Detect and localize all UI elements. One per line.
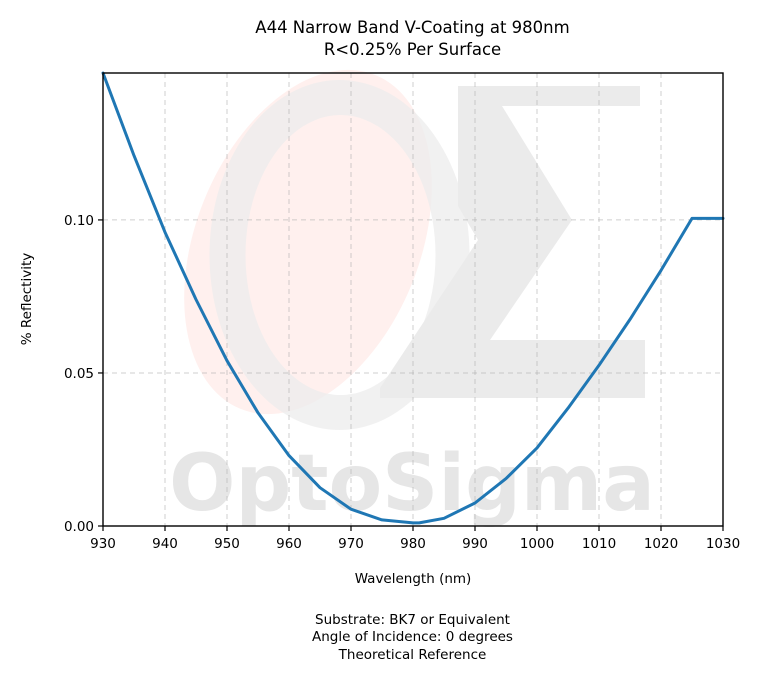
x-tick-label: 940 (152, 536, 178, 552)
x-tick-label: 960 (276, 536, 302, 552)
x-tick-label: 1000 (520, 536, 554, 552)
watermark-logo: OptoSigma (169, 69, 655, 529)
x-axis-label: Wavelength (nm) (355, 571, 472, 587)
footnote-substrate: Substrate: BK7 or Equivalent (315, 612, 510, 628)
footnote-angle: Angle of Incidence: 0 degrees (312, 629, 513, 645)
x-tick-label: 1010 (582, 536, 616, 552)
grid (103, 73, 723, 526)
chart-subtitle: R<0.25% Per Surface (323, 40, 502, 59)
y-axis-label: % Reflectivity (19, 253, 35, 346)
watermark-text: OptoSigma (169, 439, 655, 529)
watermark-sigma-shape (380, 86, 645, 398)
y-tick-label: 0.05 (64, 366, 94, 382)
footnote-reference: Theoretical Reference (338, 647, 487, 663)
x-tick-label: 930 (90, 536, 116, 552)
x-tick-label: 950 (214, 536, 240, 552)
y-axis: 0.00 0.05 0.10 (64, 213, 103, 535)
series-layer (101, 71, 725, 525)
x-tick-label: 980 (400, 536, 426, 552)
x-tick-label: 1030 (706, 536, 740, 552)
y-tick-label: 0.00 (64, 519, 94, 535)
x-axis: 930 940 950 960 970 980 990 1000 1010 1020 1030 (90, 526, 740, 552)
y-tick-label: 0.10 (64, 213, 94, 229)
x-tick-label: 990 (462, 536, 488, 552)
chart-title: A44 Narrow Band V-Coating at 980nm (255, 18, 570, 37)
x-tick-label: 1020 (644, 536, 678, 552)
x-tick-label: 970 (338, 536, 364, 552)
series-line-reflectivity (101, 71, 725, 525)
